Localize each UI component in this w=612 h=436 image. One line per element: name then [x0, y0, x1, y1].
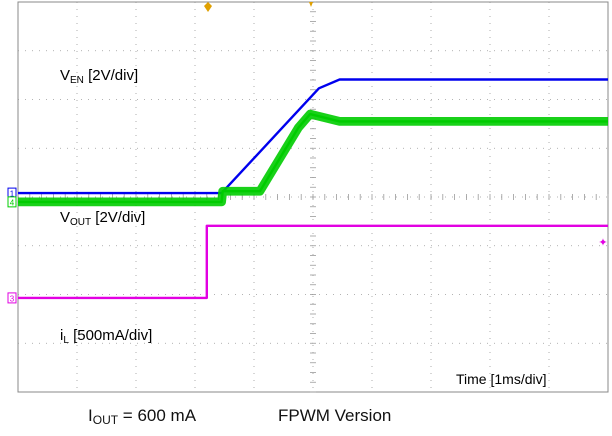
trigger-level-icon: ✦: [598, 237, 607, 249]
trace-1: [18, 78, 608, 195]
channel-marker-box-0: [7, 292, 17, 304]
trace-label-0: VEN [2V/div]: [60, 67, 138, 86]
caption-mode: FPWM Version: [278, 406, 392, 425]
trigger-position-icon: [309, 2, 313, 7]
channel-marker-1: 1: [10, 190, 15, 199]
trace-label-sub-1: OUT: [70, 217, 91, 228]
trace-0: [18, 224, 608, 300]
time-scale-label: Time [1ms/div]: [456, 371, 547, 387]
markers: 3 14 ✦: [7, 2, 608, 304]
caption-load-current: IOUT = 600 mA: [88, 406, 196, 427]
caption-iout-sub: OUT: [92, 413, 119, 427]
trace-label-scale-1: [2V/div]: [91, 209, 145, 226]
traces: [18, 78, 608, 300]
channel-marker-2: 4: [10, 198, 15, 207]
trace-label-sub-0: EN: [70, 75, 84, 86]
trace-2: [18, 112, 608, 204]
trace-label-sub-2: L: [63, 335, 69, 346]
caption-iout-main: I: [88, 406, 93, 425]
trace-label-main-2: i: [60, 327, 63, 344]
channel-marker-box-2: [7, 196, 17, 208]
trigger-marker-icon: [204, 2, 212, 12]
trace-label-main-0: V: [60, 67, 70, 84]
trace-label-scale-0: [2V/div]: [84, 67, 138, 84]
trace-label-scale-2: [500mA/div]: [69, 327, 152, 344]
caption-iout-value: = 600 mA: [118, 406, 197, 425]
trace-label-2: iL [500mA/div]: [60, 327, 152, 346]
trace-labels: VEN [2V/div]VOUT [2V/div]iL [500mA/div]: [60, 67, 152, 346]
caption: IOUT = 600 mA FPWM Version: [0, 396, 612, 436]
trace-label-main-1: V: [60, 209, 70, 226]
channel-marker-0: 3: [10, 294, 15, 303]
trace-label-1: VOUT [2V/div]: [60, 209, 145, 228]
